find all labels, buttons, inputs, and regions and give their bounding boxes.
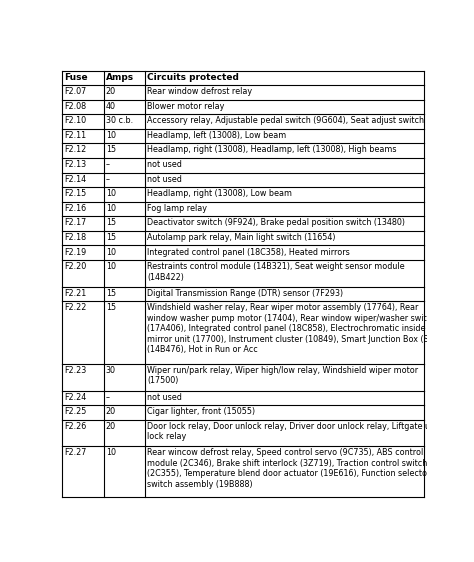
Text: F2.16: F2.16	[64, 204, 86, 213]
Text: 10: 10	[106, 131, 116, 140]
Text: 40: 40	[106, 102, 116, 111]
Text: F2.14: F2.14	[64, 175, 86, 184]
Text: F2.26: F2.26	[64, 422, 87, 431]
Text: 10: 10	[106, 247, 116, 256]
Text: F2.12: F2.12	[64, 146, 87, 155]
Text: Digital Transmission Range (DTR) sensor (7F293): Digital Transmission Range (DTR) sensor …	[147, 289, 344, 298]
Text: Door lock relay, Door unlock relay, Driver door unlock relay, Liftgate un-
lock : Door lock relay, Door unlock relay, Driv…	[147, 422, 438, 441]
Text: F2.25: F2.25	[64, 407, 87, 416]
Text: Blower motor relay: Blower motor relay	[147, 102, 225, 111]
Text: Circuits protected: Circuits protected	[147, 72, 239, 81]
Text: F2.11: F2.11	[64, 131, 86, 140]
Text: Rear wincow defrost relay, Speed control servo (9C735), ABS control
module (2C34: Rear wincow defrost relay, Speed control…	[147, 448, 431, 488]
Text: F2.24: F2.24	[64, 393, 87, 402]
Text: F2.08: F2.08	[64, 102, 86, 111]
Text: F2.22: F2.22	[64, 303, 87, 312]
Text: Cigar lighter, front (15055): Cigar lighter, front (15055)	[147, 407, 255, 416]
Text: 10: 10	[106, 262, 116, 271]
Text: Wiper run/park relay, Wiper high/low relay, Windshield wiper motor
(17500): Wiper run/park relay, Wiper high/low rel…	[147, 366, 419, 386]
Text: F2.20: F2.20	[64, 262, 87, 271]
Text: Headlamp, right (13008), Headlamp, left (13008), High beams: Headlamp, right (13008), Headlamp, left …	[147, 146, 397, 155]
Text: 15: 15	[106, 146, 116, 155]
Text: 10: 10	[106, 189, 116, 198]
Text: Amps: Amps	[106, 72, 134, 81]
Text: Windshield washer relay, Rear wiper motor assembly (17764), Rear
window washer p: Windshield washer relay, Rear wiper moto…	[147, 303, 440, 354]
Text: 30: 30	[106, 366, 116, 375]
Text: F2.21: F2.21	[64, 289, 87, 298]
Text: Autolamp park relay, Main light switch (11654): Autolamp park relay, Main light switch (…	[147, 233, 336, 242]
Text: F2.10: F2.10	[64, 116, 86, 125]
Text: F2.19: F2.19	[64, 247, 87, 256]
Text: Integrated control panel (18C358), Heated mirrors: Integrated control panel (18C358), Heate…	[147, 247, 350, 256]
Text: F2.07: F2.07	[64, 87, 87, 96]
Text: 15: 15	[106, 219, 116, 228]
Text: Accessory relay, Adjustable pedal switch (9G604), Seat adjust switch: Accessory relay, Adjustable pedal switch…	[147, 116, 424, 125]
Text: –: –	[106, 160, 110, 169]
Text: F2.15: F2.15	[64, 189, 87, 198]
Text: 15: 15	[106, 233, 116, 242]
Text: 30 c.b.: 30 c.b.	[106, 116, 133, 125]
Text: not used: not used	[147, 393, 182, 402]
Text: not used: not used	[147, 160, 182, 169]
Text: 20: 20	[106, 87, 116, 96]
Text: –: –	[106, 393, 110, 402]
Text: 15: 15	[106, 289, 116, 298]
Text: Fuse: Fuse	[64, 72, 88, 81]
Text: –: –	[106, 175, 110, 184]
Text: 10: 10	[106, 448, 116, 457]
Text: Restraints control module (14B321), Seat weight sensor module
(14B422): Restraints control module (14B321), Seat…	[147, 262, 405, 282]
Text: Headlamp, right (13008), Low beam: Headlamp, right (13008), Low beam	[147, 189, 292, 198]
Text: Rear window defrost relay: Rear window defrost relay	[147, 87, 253, 96]
Text: F2.17: F2.17	[64, 219, 87, 228]
Text: not used: not used	[147, 175, 182, 184]
Text: 10: 10	[106, 204, 116, 213]
Text: 20: 20	[106, 407, 116, 416]
Text: F2.23: F2.23	[64, 366, 87, 375]
Text: Fog lamp relay: Fog lamp relay	[147, 204, 207, 213]
Text: F2.18: F2.18	[64, 233, 86, 242]
Text: Headlamp, left (13008), Low beam: Headlamp, left (13008), Low beam	[147, 131, 287, 140]
Text: Deactivator switch (9F924), Brake pedal position switch (13480): Deactivator switch (9F924), Brake pedal …	[147, 219, 405, 228]
Text: F2.27: F2.27	[64, 448, 87, 457]
Text: F2.13: F2.13	[64, 160, 86, 169]
Text: 15: 15	[106, 303, 116, 312]
Text: 20: 20	[106, 422, 116, 431]
